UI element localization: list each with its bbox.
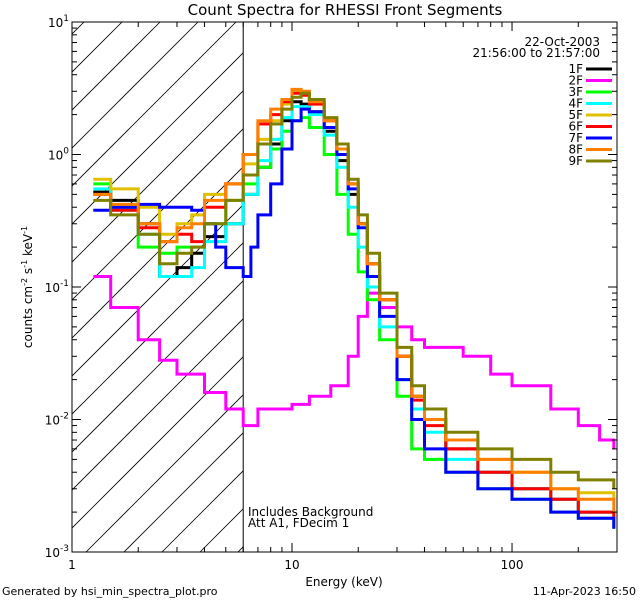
hatch-line [72,166,244,339]
x-tick-label: 100 [501,558,524,572]
date-label: 22-Oct-2003 [524,35,600,49]
legend-label-8F: 8F [568,143,583,157]
y-tick-label: 10-2 [45,412,69,428]
legend-label-3F: 3F [568,85,583,99]
x-axis-label: Energy (keV) [305,575,382,589]
legend-label-5F: 5F [568,108,583,122]
y-tick-label: 101 [48,14,69,30]
axis-ticks [71,21,618,553]
x-tick-label: 1 [68,558,76,572]
hatch-line [72,22,237,187]
hatch-line [72,128,244,301]
y-tick-labels: 101 100 10-1 10-2 10-3 [45,14,70,560]
series-line-4F [93,105,616,519]
hatch-line [72,242,244,415]
legend-label-9F: 9F [568,154,583,168]
hatch-line [72,356,244,529]
annotation-background: Includes Background [248,505,373,519]
y-axis-label: counts cm-2 s-1 keV-1 [20,226,35,348]
time-range-label: 21:56:00 to 21:57:00 [473,46,600,60]
y-tick-label: 100 [48,147,69,163]
legend-label-4F: 4F [568,97,583,111]
hatch-line [72,52,244,225]
hatch-line [72,318,244,491]
hatch-line [123,432,244,552]
generated-by-label: Generated by hsi_min_spectra_plot.pro [2,585,218,598]
series-lines [93,87,616,529]
annotation-attenuator: Att A1, FDecim 1 [248,516,349,530]
chart-title: Count Spectra for RHESSI Front Segments [188,1,503,19]
legend-label-7F: 7F [568,131,583,145]
hatch-line [72,22,199,149]
series-line-9F [93,91,616,489]
legend-label-6F: 6F [568,120,583,134]
y-tick-label: 10-1 [45,279,69,295]
timestamp-label: 11-Apr-2023 16:50 [533,585,636,598]
x-tick-labels: 1 10 100 [68,558,523,572]
legend-label-2F: 2F [568,74,583,88]
hatch-line [72,22,161,111]
series-line-2F [93,275,616,449]
y-tick-label: 10-3 [45,544,69,560]
hatch-line [85,394,244,552]
x-tick-label: 10 [284,558,299,572]
legend-label-1F: 1F [568,62,583,76]
